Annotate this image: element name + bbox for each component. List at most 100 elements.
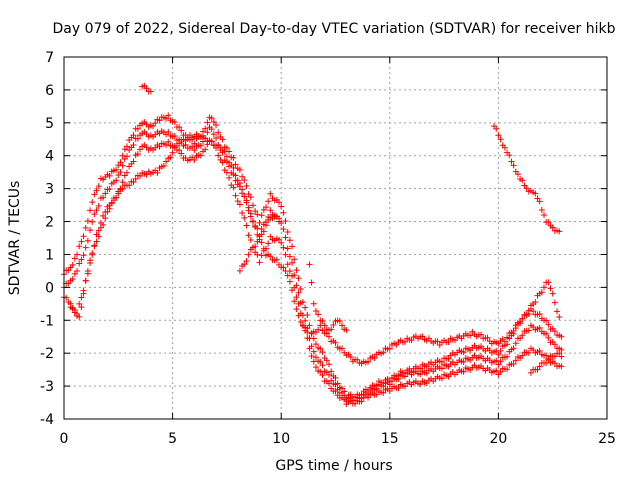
data-point (236, 166, 243, 173)
data-point (97, 219, 104, 226)
data-point (536, 363, 543, 370)
data-point (323, 357, 330, 364)
data-point (545, 321, 552, 328)
data-point (497, 347, 504, 354)
data-point (295, 300, 302, 307)
data-point (176, 147, 183, 154)
data-point (512, 340, 519, 347)
x-axis-title: GPS time / hours (275, 458, 392, 474)
data-point (167, 154, 174, 161)
data-point (332, 339, 339, 346)
data-point (130, 132, 137, 139)
data-point (510, 345, 517, 352)
y-tick-label: 3 (45, 182, 54, 198)
data-point (100, 212, 107, 219)
data-point (506, 152, 513, 159)
y-tick-label: 0 (45, 280, 54, 296)
data-point (284, 245, 291, 252)
data-point (239, 173, 246, 180)
data-point (78, 256, 85, 263)
data-point (230, 154, 237, 161)
data-point (91, 211, 98, 218)
data-point (291, 256, 298, 263)
data-point (328, 368, 335, 375)
data-point (202, 125, 209, 132)
y-tick-label: -4 (40, 412, 54, 428)
data-point (497, 358, 504, 365)
data-point (223, 144, 230, 151)
data-point (208, 115, 215, 122)
data-point (143, 171, 150, 178)
y-tick-label: 7 (45, 50, 54, 66)
data-point (252, 223, 259, 230)
data-point (252, 208, 259, 215)
data-point (538, 289, 545, 296)
data-point (154, 169, 161, 176)
data-point (536, 347, 543, 354)
data-point (117, 169, 124, 176)
data-point (519, 315, 526, 322)
data-point (267, 207, 274, 214)
data-point (223, 169, 230, 176)
data-point (551, 341, 558, 348)
data-point (282, 267, 289, 274)
data-point (202, 135, 209, 142)
data-point (258, 239, 265, 246)
data-point (132, 175, 139, 182)
y-tick-label: 4 (45, 149, 54, 165)
data-point (163, 142, 170, 149)
data-point (84, 217, 91, 224)
data-point (534, 366, 541, 373)
data-point (247, 236, 254, 243)
data-point (276, 218, 283, 225)
data-point (76, 300, 83, 307)
data-point (91, 191, 98, 198)
data-point (286, 278, 293, 285)
data-point (302, 324, 309, 331)
data-point (130, 158, 137, 165)
data-point (163, 115, 170, 122)
data-point (543, 317, 550, 324)
data-point (165, 138, 172, 145)
y-tick-label: 5 (45, 116, 54, 132)
data-point (171, 119, 178, 126)
data-point (317, 358, 324, 365)
data-point (234, 198, 241, 205)
data-point (258, 212, 265, 219)
data-point (495, 361, 502, 368)
data-point (532, 299, 539, 306)
data-point (304, 329, 311, 336)
data-point (84, 237, 91, 244)
data-point (284, 261, 291, 268)
data-point (87, 227, 94, 234)
y-tick-label: 1 (45, 247, 54, 263)
data-point (282, 234, 289, 241)
data-point (87, 257, 94, 264)
data-point (78, 238, 85, 245)
data-point (317, 345, 324, 352)
data-point (306, 335, 313, 342)
data-point (239, 186, 246, 193)
data-point (312, 307, 319, 314)
data-point (276, 199, 283, 206)
data-point (204, 119, 211, 126)
data-point (169, 149, 176, 156)
data-point (408, 337, 415, 344)
data-point (171, 133, 178, 140)
data-point (113, 166, 120, 173)
data-point (84, 268, 91, 275)
data-point (78, 304, 85, 311)
data-point (197, 152, 204, 159)
data-point (178, 150, 185, 157)
data-point (547, 285, 554, 292)
data-point (254, 211, 261, 218)
data-point (295, 312, 302, 319)
data-point (497, 136, 504, 143)
data-point (245, 204, 252, 211)
data-point (278, 239, 285, 246)
data-point (343, 327, 350, 334)
data-point (243, 222, 250, 229)
data-point (302, 317, 309, 324)
